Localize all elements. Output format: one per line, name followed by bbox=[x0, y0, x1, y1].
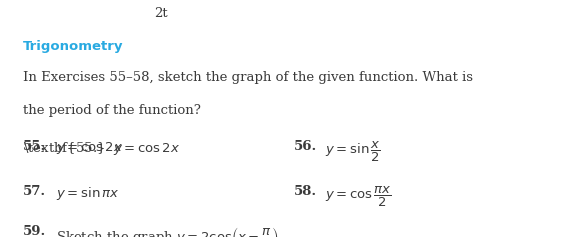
Text: \textbf{55.}  $y = \cos 2x$: \textbf{55.} $y = \cos 2x$ bbox=[23, 140, 180, 157]
Text: Trigonometry: Trigonometry bbox=[23, 40, 123, 53]
Text: $y = \cos\dfrac{\pi x}{2}$: $y = \cos\dfrac{\pi x}{2}$ bbox=[325, 185, 392, 209]
Text: $y = \sin \pi x$: $y = \sin \pi x$ bbox=[56, 185, 120, 202]
Text: 56.: 56. bbox=[294, 140, 317, 153]
Text: 57.: 57. bbox=[23, 185, 46, 198]
Text: 58.: 58. bbox=[294, 185, 317, 198]
Text: Sketch the graph $y = 2\cos\!\left(x - \dfrac{\pi}{3}\right).$: Sketch the graph $y = 2\cos\!\left(x - \… bbox=[56, 225, 283, 237]
Text: 2t: 2t bbox=[154, 7, 168, 20]
Text: 55.: 55. bbox=[23, 140, 46, 153]
Text: $y = \cos 2x$: $y = \cos 2x$ bbox=[56, 140, 124, 156]
Text: 59.: 59. bbox=[23, 225, 46, 237]
Text: $y = \sin\dfrac{x}{2}$: $y = \sin\dfrac{x}{2}$ bbox=[325, 140, 381, 164]
Text: In Exercises 55–58, sketch the graph of the given function. What is: In Exercises 55–58, sketch the graph of … bbox=[23, 71, 472, 84]
Text: the period of the function?: the period of the function? bbox=[23, 104, 201, 117]
